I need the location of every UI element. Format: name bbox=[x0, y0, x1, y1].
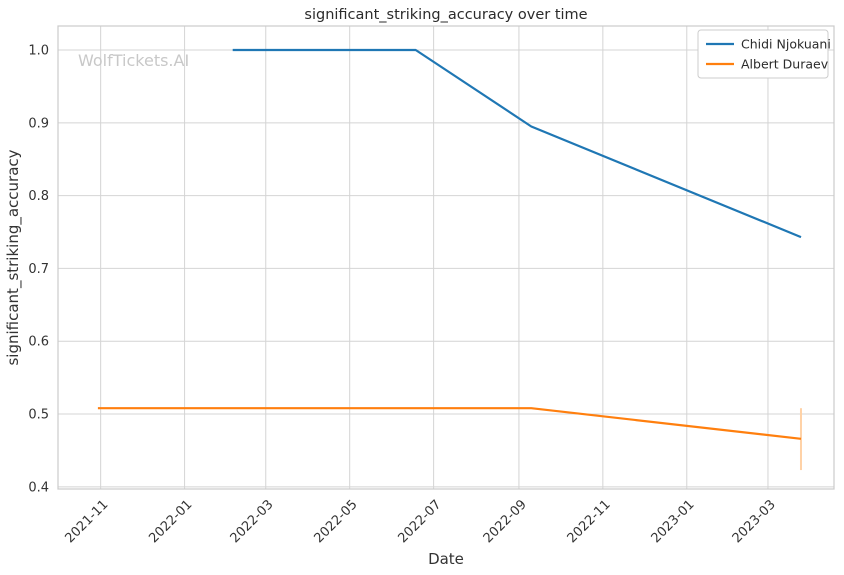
series-line-1 bbox=[232, 48, 802, 239]
series-line-2 bbox=[97, 407, 802, 440]
legend-label-2: Albert Duraev bbox=[741, 57, 829, 72]
y-axis-label: significant_striking_accuracy bbox=[4, 149, 23, 365]
y-tick-label: 0.6 bbox=[28, 335, 49, 350]
chart-title: significant_striking_accuracy over time bbox=[304, 7, 587, 23]
y-tick-label: 0.7 bbox=[28, 262, 49, 277]
legend-label-1: Chidi Njokuani bbox=[741, 37, 831, 52]
y-tick-label: 0.9 bbox=[28, 116, 49, 131]
plot-border bbox=[57, 25, 835, 490]
legend-box bbox=[697, 29, 829, 79]
y-tick-label: 1.0 bbox=[28, 44, 49, 59]
x-axis-label: Date bbox=[428, 550, 464, 568]
y-tick-label: 0.5 bbox=[28, 408, 49, 423]
grid bbox=[58, 26, 834, 489]
y-tick-label: 0.4 bbox=[28, 480, 49, 495]
watermark-text: WolfTickets.AI bbox=[78, 51, 189, 70]
y-tick-label: 0.8 bbox=[28, 189, 49, 204]
